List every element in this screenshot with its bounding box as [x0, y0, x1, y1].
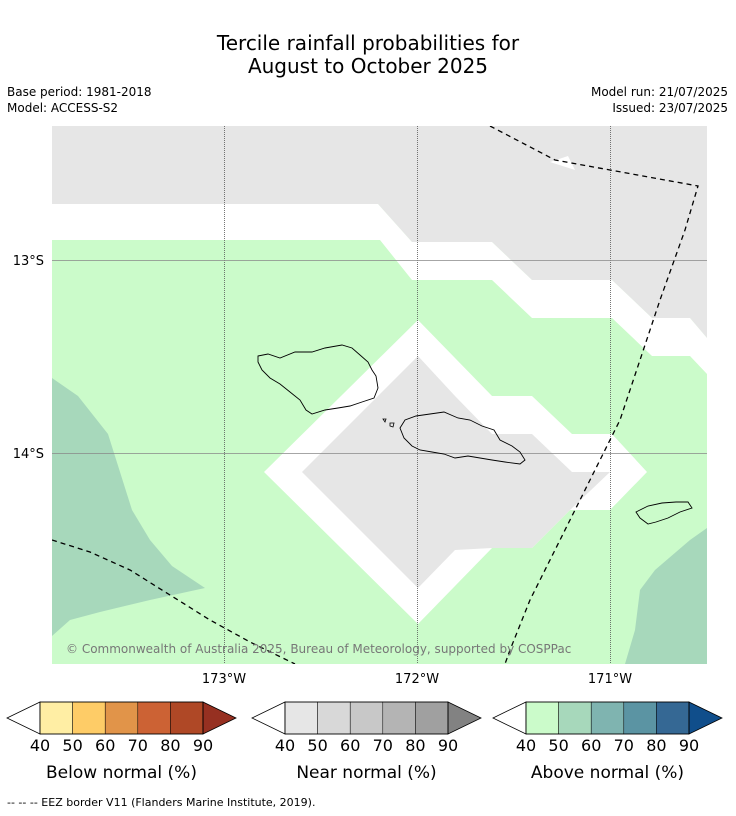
legend-near-swatch [415, 701, 449, 735]
legend-above-swatch [590, 701, 625, 735]
legend-above-swatch [558, 701, 592, 735]
lat-label-14s: 14°S [13, 447, 44, 462]
legend-near-swatch [284, 701, 318, 735]
chart-title-line2: August to October 2025 [247, 54, 489, 78]
neutral-patch [550, 156, 575, 170]
legend-below-swatch [104, 701, 139, 735]
legend-near-swatch [349, 701, 384, 735]
legend-near-tick: 50 [307, 736, 327, 755]
model-name: Model: ACCESS-S2 [7, 101, 119, 115]
eez-border-east [489, 126, 699, 664]
neutral-band-north [52, 204, 707, 374]
lon-label-173w: 173°W [202, 672, 246, 687]
legend-near-outline [284, 701, 449, 735]
legend-below-arrow-low [6, 701, 41, 735]
legend-above-arrow-low [492, 701, 527, 735]
legend-above-tick: 80 [646, 736, 666, 755]
legend-above-tick: 90 [679, 736, 699, 755]
base-period: Base period: 1981-2018 [7, 85, 152, 99]
eez-border-southwest [52, 539, 296, 664]
legend-below-arrow-high [202, 701, 237, 735]
above-normal-50-west [52, 378, 205, 636]
map-area: © Commonwealth of Australia 2025, Bureau… [52, 126, 707, 664]
legend-above-normal: 40 50 60 70 80 90 Above normal (%) [492, 701, 723, 783]
near-normal-region-north [52, 126, 707, 338]
legend-above-tick: 50 [548, 736, 568, 755]
near-normal-region-center [302, 356, 610, 588]
legend-below-swatch [72, 701, 106, 735]
legend-below-label: Below normal (%) [46, 763, 197, 783]
lat-label-13s: 13°S [13, 254, 44, 269]
copyright-text: © Commonwealth of Australia 2025, Bureau… [66, 642, 571, 656]
island-savaii [257, 344, 379, 415]
legend-above-swatch [623, 701, 657, 735]
legend-near-tick: 90 [438, 736, 458, 755]
legend-above-tick: 60 [581, 736, 601, 755]
legend-near-arrow-low [251, 701, 286, 735]
legend-near-label: Near normal (%) [296, 763, 436, 783]
legend-near-swatch [382, 701, 416, 735]
legend-below-swatch [170, 701, 204, 735]
legend-below-tick: 90 [193, 736, 213, 755]
issued-date: Issued: 23/07/2025 [612, 101, 728, 115]
meta-left: Base period: 1981-2018 Model: ACCESS-S2 [7, 84, 152, 116]
eez-footnote: -- -- -- EEZ border V11 (Flanders Marine… [7, 796, 316, 809]
legend-above-tick: 40 [516, 736, 536, 755]
legend-near-tick: 70 [373, 736, 393, 755]
lon-label-172w: 172°W [395, 672, 439, 687]
island-tutuila [635, 501, 693, 525]
island-upolu [399, 411, 526, 465]
islet-apolima [382, 418, 387, 423]
legend-below-outline [39, 701, 204, 735]
legend-below-swatch [137, 701, 171, 735]
legend-below-tick: 60 [95, 736, 115, 755]
legend-near-tick: 80 [405, 736, 425, 755]
legend-below-swatch [39, 701, 73, 735]
legend-below-tick: 80 [160, 736, 180, 755]
legend-near-tick: 60 [340, 736, 360, 755]
legend-above-label: Above normal (%) [531, 763, 684, 783]
legend-near-swatch [317, 701, 351, 735]
legend-above-swatch [525, 701, 559, 735]
legend-below-tick: 50 [62, 736, 82, 755]
meta-right: Model run: 21/07/2025 Issued: 23/07/2025 [591, 84, 728, 116]
islet-manono [389, 422, 395, 428]
legend-near-tick: 40 [275, 736, 295, 755]
model-run: Model run: 21/07/2025 [590, 85, 728, 99]
legend-below-tick: 40 [30, 736, 50, 755]
above-normal-50-southeast [625, 528, 707, 664]
legend-below-normal: 40 50 60 70 80 90 Below normal (%) [6, 701, 237, 783]
legend-above-outline [525, 701, 690, 735]
legend-above-arrow-high [688, 701, 723, 735]
legend-above-swatch [656, 701, 690, 735]
legend-near-arrow-high [447, 701, 482, 735]
legend-above-tick: 70 [614, 736, 634, 755]
legend-below-tick: 70 [128, 736, 148, 755]
chart-title-line1: Tercile rainfall probabilities for [216, 31, 520, 55]
lon-label-171w: 171°W [588, 672, 632, 687]
